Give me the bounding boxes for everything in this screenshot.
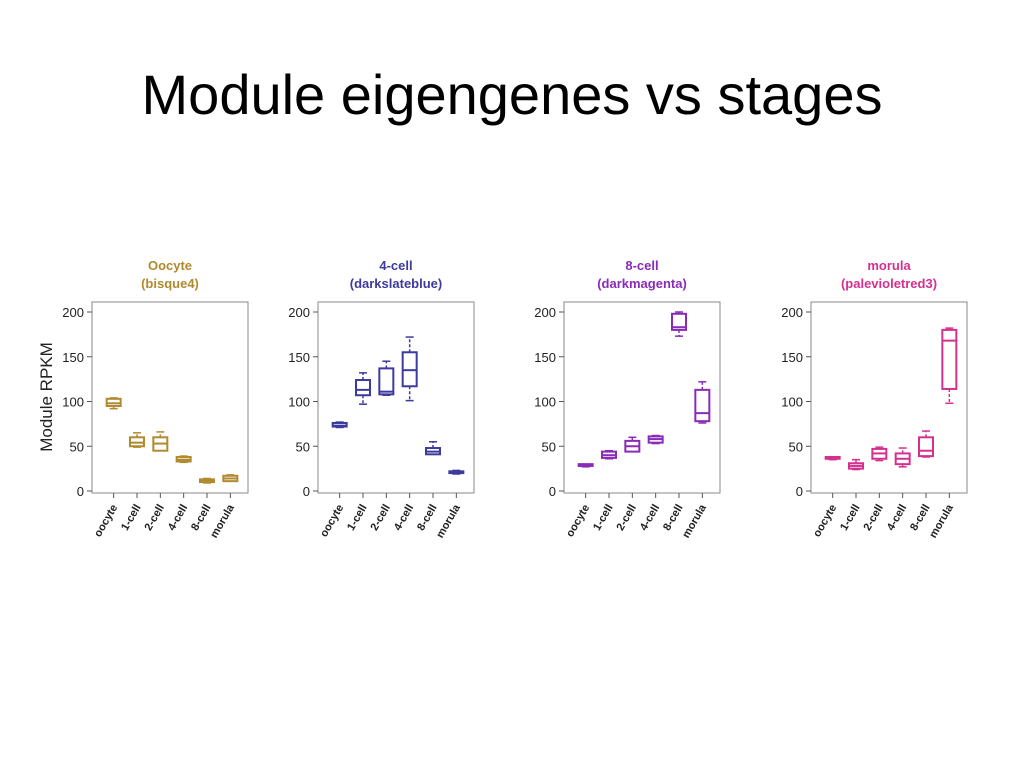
box-8-cell bbox=[199, 477, 215, 484]
box-2-cell bbox=[871, 446, 888, 462]
box-morula bbox=[222, 474, 239, 483]
plot-frame bbox=[563, 301, 721, 494]
y-tick-label: 100 bbox=[288, 395, 310, 410]
panel-title-line1: morula bbox=[867, 258, 911, 273]
category-label: morula bbox=[434, 502, 463, 541]
box-8-cell bbox=[671, 311, 687, 337]
y-tick-label: 50 bbox=[70, 439, 84, 454]
category-label: 4-cell bbox=[166, 503, 190, 533]
iqr-box bbox=[671, 312, 687, 331]
iqr-box bbox=[918, 436, 934, 458]
box-4-cell bbox=[647, 434, 664, 445]
y-tick-label: 150 bbox=[534, 350, 556, 365]
y-tick-label: 100 bbox=[62, 395, 84, 410]
box-morula bbox=[694, 381, 711, 424]
category-label: 2-cell bbox=[861, 503, 885, 533]
panel-title-line1: 8-cell bbox=[625, 258, 658, 273]
category-label: 1-cell bbox=[119, 503, 143, 533]
panel-title-line2: (darkslateblue) bbox=[350, 276, 442, 291]
category-label: morula bbox=[927, 502, 956, 541]
box-oocyte bbox=[577, 463, 594, 468]
y-tick-label: 0 bbox=[303, 484, 310, 499]
panel-1: Oocyte (bisque4) 0 50 100 150 200 oocyte1-cell2… bbox=[62, 258, 249, 541]
y-tick-label: 200 bbox=[288, 305, 310, 320]
category-label: oocyte bbox=[811, 503, 839, 540]
box-2-cell bbox=[624, 436, 641, 453]
y-tick-label: 0 bbox=[77, 484, 84, 499]
y-tick-label: 50 bbox=[296, 439, 310, 454]
iqr-box bbox=[941, 328, 958, 390]
category-label: 4-cell bbox=[392, 503, 416, 533]
iqr-box bbox=[378, 367, 395, 396]
y-tick-label: 150 bbox=[781, 350, 803, 365]
category-label: 4-cell bbox=[638, 503, 662, 533]
category-label: 8-cell bbox=[415, 503, 439, 533]
panel-title-line2: (bisque4) bbox=[141, 276, 199, 291]
box-morula bbox=[941, 327, 958, 405]
panel-2: 4-cell (darkslateblue) 0 50 100 150 200 oocyte1… bbox=[288, 258, 475, 541]
panel-3: 8-cell (darkmagenta) 0 50 100 150 200 oocyte1-c… bbox=[534, 258, 721, 541]
category-label: 1-cell bbox=[838, 503, 862, 533]
category-label: 2-cell bbox=[614, 503, 638, 533]
y-tick-label: 200 bbox=[62, 305, 84, 320]
y-tick-label: 200 bbox=[781, 305, 803, 320]
category-label: 4-cell bbox=[885, 503, 909, 533]
box-oocyte bbox=[824, 455, 841, 461]
box-8-cell bbox=[918, 430, 934, 458]
plot-frame bbox=[317, 301, 475, 494]
category-label: morula bbox=[208, 502, 237, 541]
y-tick-label: 100 bbox=[534, 395, 556, 410]
category-label: oocyte bbox=[318, 503, 346, 540]
category-label: oocyte bbox=[564, 503, 592, 540]
category-label: oocyte bbox=[92, 503, 120, 540]
category-label: morula bbox=[680, 502, 709, 541]
category-label: 2-cell bbox=[368, 503, 392, 533]
panel-4: morula (palevioletred3) 0 50 100 150 200 oocyte… bbox=[781, 258, 968, 541]
box-oocyte bbox=[105, 397, 122, 410]
y-tick-label: 0 bbox=[796, 484, 803, 499]
category-label: 1-cell bbox=[591, 503, 615, 533]
iqr-box bbox=[355, 379, 371, 397]
y-tick-label: 50 bbox=[542, 439, 556, 454]
box-morula bbox=[448, 469, 465, 475]
panel-title-line2: (darkmagenta) bbox=[597, 276, 687, 291]
y-tick-label: 0 bbox=[549, 484, 556, 499]
category-label: 2-cell bbox=[142, 503, 166, 533]
box-4-cell bbox=[401, 336, 418, 402]
box-1-cell bbox=[129, 432, 145, 448]
plot-frame bbox=[91, 301, 249, 494]
panel-title-line1: Oocyte bbox=[148, 258, 192, 273]
y-tick-label: 50 bbox=[789, 439, 803, 454]
box-4-cell bbox=[894, 447, 911, 468]
y-tick-label: 100 bbox=[781, 395, 803, 410]
box-1-cell bbox=[601, 449, 617, 460]
category-label: 8-cell bbox=[908, 503, 932, 533]
panel-title-line1: 4-cell bbox=[379, 258, 412, 273]
category-label: 1-cell bbox=[345, 503, 369, 533]
box-2-cell bbox=[152, 431, 169, 452]
y-tick-label: 150 bbox=[288, 350, 310, 365]
plot-frame bbox=[810, 301, 968, 494]
box-2-cell bbox=[378, 360, 395, 396]
panel-title-line2: (palevioletred3) bbox=[841, 276, 937, 291]
box-oocyte bbox=[331, 421, 348, 429]
box-1-cell bbox=[848, 458, 864, 471]
y-tick-label: 200 bbox=[534, 305, 556, 320]
box-1-cell bbox=[355, 372, 371, 405]
box-4-cell bbox=[175, 455, 192, 464]
category-label: 8-cell bbox=[189, 503, 213, 533]
y-tick-label: 150 bbox=[62, 350, 84, 365]
y-axis-title: Module RPKM bbox=[37, 342, 56, 452]
category-label: 8-cell bbox=[661, 503, 685, 533]
box-8-cell bbox=[425, 441, 441, 456]
iqr-box bbox=[694, 388, 711, 423]
slide-title: Module eigengenes vs stages bbox=[141, 63, 883, 126]
